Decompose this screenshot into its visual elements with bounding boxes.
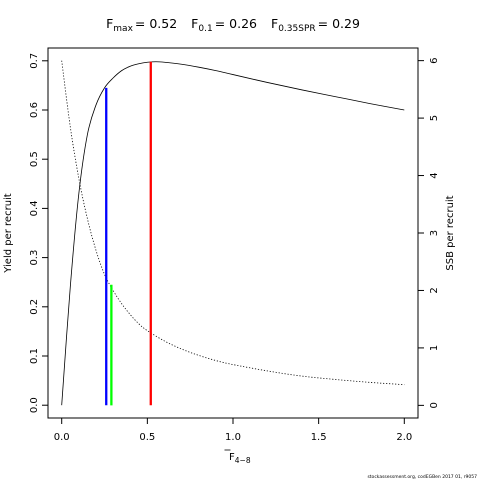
x-tick-label: 2.0 [396, 432, 412, 443]
title-subscript: max [113, 24, 133, 34]
y-axis-left: 0.0 0.1 0.2 0.3 0.4 0.5 0.6 0.7 [29, 53, 49, 413]
x-axis-title: F4−8 [224, 449, 251, 465]
title-symbol: F [106, 16, 113, 31]
y-axis-right: 0 1 2 3 4 5 6 [417, 57, 440, 409]
y-right-tick-label: 3 [429, 230, 440, 236]
plot-frame [47, 47, 419, 419]
y-left-tick-label: 0.4 [29, 200, 40, 216]
y-left-tick-label: 0.2 [29, 299, 40, 315]
y-left-tick-label: 0.7 [29, 53, 40, 69]
footer-note: stockassessment.org, codEGBen 2017 01, r… [367, 474, 477, 480]
x-axis-title-subscript: 4−8 [235, 456, 251, 465]
title-value: = 0.26 [215, 16, 257, 31]
title-symbol: F [271, 16, 278, 31]
y-right-tick-label: 5 [429, 115, 440, 121]
y-left-tick-label: 0.3 [29, 250, 40, 266]
title-symbol: F [191, 16, 198, 31]
y-right-tick-label: 2 [429, 287, 440, 293]
y-axis-right-title: SSB per recruit [445, 195, 456, 270]
title-value: = 0.52 [135, 16, 177, 31]
reference-lines [105, 61, 152, 406]
x-axis-title-symbol: F [229, 452, 235, 463]
chart-title-text: Fmax = 0.52 F0.1 = 0.26 F0.35SPR = 0.29 [106, 16, 360, 34]
x-tick-label: 1.5 [311, 432, 327, 443]
y-right-tick-label: 0 [429, 402, 440, 408]
y-axis-left-title: Yield per recruit [3, 193, 14, 274]
x-tick-label: 0.0 [54, 432, 70, 443]
title-subscript: 0.1 [198, 24, 212, 34]
y-left-tick-label: 0.1 [29, 348, 40, 364]
ssb-per-recruit-line [61, 60, 405, 386]
x-tick-label: 1.0 [225, 432, 241, 443]
yield-per-recruit-line [61, 61, 405, 406]
chart-title: Fmax = 0.52 F0.1 = 0.26 F0.35SPR = 0.29 [106, 16, 360, 34]
y-left-tick-label: 0.6 [29, 102, 40, 118]
y-left-tick-label: 0.0 [29, 397, 40, 413]
series-group [61, 60, 405, 406]
x-tick-label: 0.5 [139, 432, 155, 443]
y-left-tick-label: 0.5 [29, 151, 40, 167]
y-right-tick-label: 1 [429, 345, 440, 351]
x-axis-title-text: F4−8 [229, 452, 251, 465]
y-right-tick-label: 6 [429, 57, 440, 63]
title-value: = 0.29 [318, 16, 360, 31]
x-axis: 0.0 0.5 1.0 1.5 2.0 [54, 417, 412, 443]
y-right-tick-label: 4 [429, 172, 440, 178]
title-subscript: 0.35SPR [278, 24, 315, 34]
